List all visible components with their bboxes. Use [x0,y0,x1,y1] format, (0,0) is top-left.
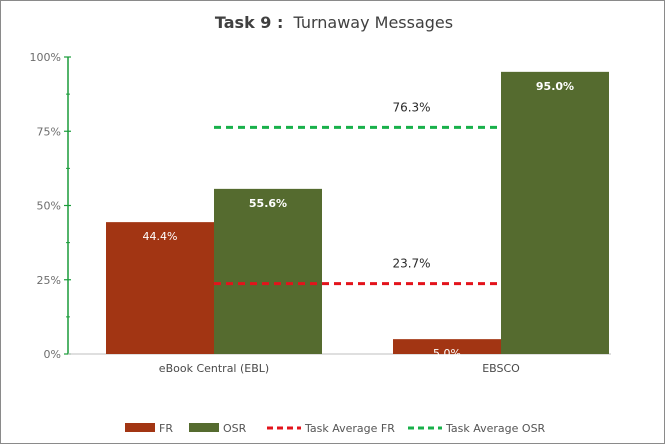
legend-label-fr: FR [159,422,173,435]
bar-label-fr-0: 44.4% [143,230,178,243]
avg-label-1: 76.3% [392,100,430,114]
plot-area: 0% 25% 50% 75% 100% 44.4% 55.6% eBook Central (… [30,51,611,375]
legend-swatch-fr [125,423,155,432]
y-tick-label: 50% [37,200,61,213]
bar-label-osr-0: 55.6% [249,197,287,210]
y-tick-label: 25% [37,274,61,287]
legend-swatch-osr [189,423,219,432]
bar-osr-0 [214,188,322,354]
bar-fr-0 [106,222,214,354]
legend-label-osr: OSR [223,422,247,435]
legend-label-avg-0: Task Average FR [304,422,395,435]
y-tick-label: 0% [44,348,61,361]
legend: FR OSR Task Average FR Task Average OSR [125,422,546,435]
chart-title: Task 9 : Turnaway Messages [215,13,453,32]
y-tick-label: 100% [30,51,61,64]
legend-label-avg-1: Task Average OSR [445,422,546,435]
bar-label-osr-1: 95.0% [536,80,574,93]
x-category-label: eBook Central (EBL) [159,362,269,375]
x-category-label: EBSCO [482,362,520,375]
bar-osr-1 [501,71,609,354]
avg-label-0: 23.7% [392,257,430,271]
chart-title-rest: Turnaway Messages [292,13,453,32]
y-tick-label: 75% [37,125,61,138]
bar-fr-1 [393,339,501,354]
bar-label-fr-1: 5.0% [433,347,461,360]
chart-title-bold: Task 9 : [215,13,283,32]
